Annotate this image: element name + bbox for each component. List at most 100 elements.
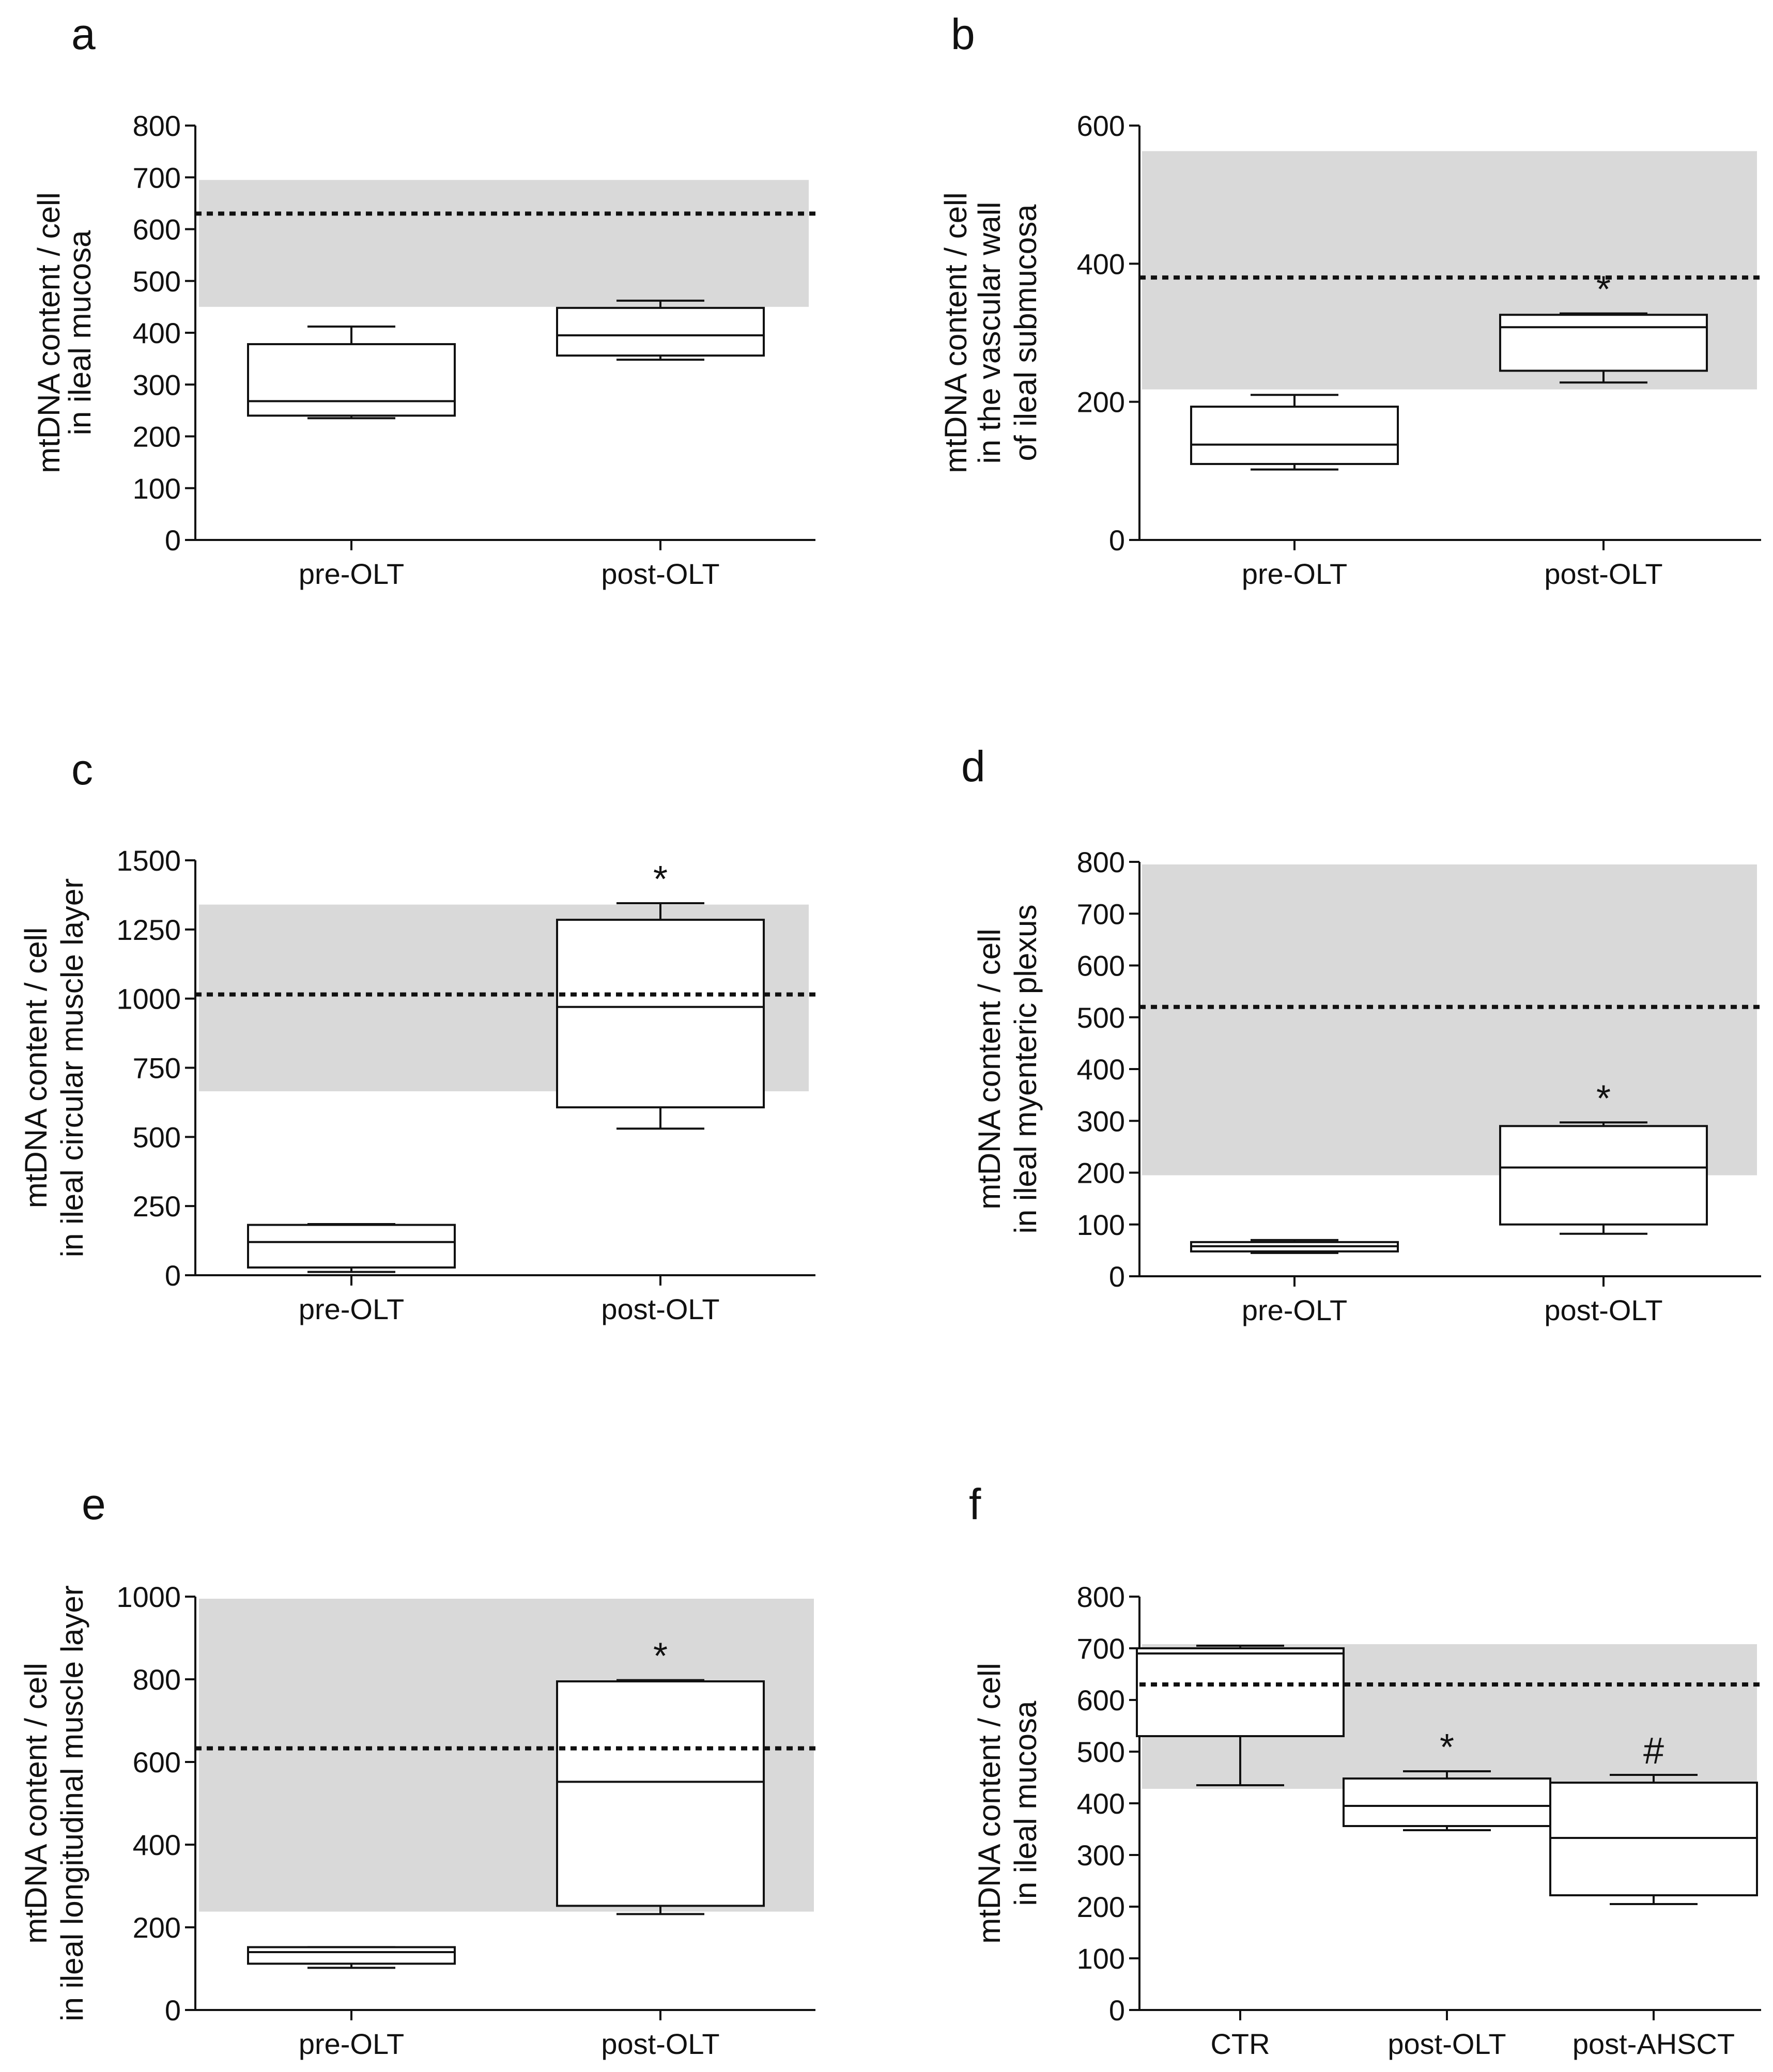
box-pre-OLT: [247, 1946, 456, 1969]
y-tick-label: 200: [133, 1911, 181, 1944]
y-tick-label: 1250: [116, 914, 181, 946]
panel-c: 0 250 500 750 1000 1250 1500 pre-OLT * post-OLT c m…: [19, 745, 819, 1325]
y-tick-label: 0: [1109, 1994, 1125, 2027]
box-CTR: [1136, 1645, 1345, 1786]
x-category-label: pre-OLT: [1242, 558, 1347, 590]
box-post-AHSCT: #: [1549, 1730, 1758, 1905]
x-category-label: post-OLT: [1387, 2028, 1506, 2060]
y-tick-label: 0: [165, 524, 181, 556]
box-iqr: [1190, 406, 1399, 465]
y-tick-label: 700: [1077, 1632, 1125, 1665]
y-tick-label: 200: [1077, 1891, 1125, 1923]
y-tick-label: 400: [1077, 248, 1125, 280]
y-tick-label: 500: [133, 265, 181, 298]
y-axis-label: in ileal mucosa: [1008, 1700, 1043, 1906]
box-post-OLT: *: [1499, 269, 1708, 384]
box-iqr: [247, 1946, 456, 1965]
y-axis-label: mtDNA content / cell: [972, 929, 1007, 1210]
x-category-label: pre-OLT: [299, 2028, 404, 2060]
y-tick-label: 0: [165, 1994, 181, 2027]
y-tick-label: 300: [133, 368, 181, 401]
reference-range-band: [1142, 864, 1757, 1176]
y-tick-label: 500: [1077, 1001, 1125, 1034]
panel-letter: d: [961, 742, 985, 791]
panel-e: 0 200 400 600 800 1000 pre-OLT * post-OLT e mtDNA …: [19, 1480, 819, 2060]
y-tick-label: 400: [1077, 1787, 1125, 1820]
y-tick-label: 300: [1077, 1839, 1125, 1872]
y-tick-label: 300: [1077, 1105, 1125, 1137]
panel-letter: c: [71, 745, 93, 794]
x-category-label: post-AHSCT: [1572, 2028, 1735, 2060]
y-axis-label: mtDNA content / cell: [972, 1663, 1007, 1944]
box-post-OLT: *: [1343, 1727, 1551, 1831]
y-axis-label: in ileal mucosa: [63, 230, 97, 435]
panel-b: 0 200 400 600 pre-OLT * post-OLT b mtDNA content…: [938, 10, 1763, 590]
x-category-label: CTR: [1210, 2028, 1270, 2060]
x-category-label: pre-OLT: [299, 558, 404, 590]
y-axis-label: mtDNA content / cell: [32, 192, 66, 473]
y-axis-label: in ileal myenteric plexus: [1008, 905, 1043, 1234]
significance-marker: #: [1643, 1730, 1664, 1772]
x-category-label: post-OLT: [601, 2028, 719, 2060]
y-tick-label: 100: [1077, 1942, 1125, 1975]
box-iqr: [1499, 1125, 1708, 1226]
y-tick-label: 600: [1077, 110, 1125, 142]
y-tick-label: 400: [133, 317, 181, 349]
y-tick-label: 100: [1077, 1209, 1125, 1241]
y-tick-label: 600: [1077, 950, 1125, 982]
y-axis-label: mtDNA content / cell: [19, 927, 53, 1209]
box-iqr: [1136, 1647, 1345, 1737]
y-tick-label: 200: [1077, 1157, 1125, 1189]
y-tick-label: 0: [165, 1259, 181, 1292]
panel-a: 0 100 200 300 400 500 600 700 800 pre-OLT post-OLT…: [32, 10, 819, 590]
box-iqr: [556, 306, 765, 357]
x-category-label: post-OLT: [601, 1293, 719, 1325]
y-axis-label: in ileal longitudinal muscle layer: [55, 1585, 89, 2021]
y-axis-label: mtDNA content / cell: [938, 192, 973, 473]
y-axis-label: in ileal circular muscle layer: [55, 878, 89, 1258]
y-tick-label: 700: [1077, 898, 1125, 930]
y-tick-label: 200: [1077, 386, 1125, 419]
x-category-label: pre-OLT: [299, 1293, 404, 1325]
y-axis-label: of ileal submucosa: [1008, 204, 1043, 461]
panel-letter: f: [969, 1480, 981, 1528]
box-pre-OLT: [1190, 1239, 1399, 1254]
y-tick-label: 600: [1077, 1684, 1125, 1717]
y-tick-label: 200: [133, 421, 181, 453]
y-tick-label: 600: [133, 213, 181, 246]
panel-letter: e: [82, 1480, 106, 1528]
y-tick-label: 1000: [116, 983, 181, 1015]
panel-letter: a: [71, 10, 96, 58]
box-iqr: [1499, 314, 1708, 372]
significance-marker: *: [1440, 1727, 1454, 1768]
y-tick-label: 0: [1109, 524, 1125, 556]
y-tick-label: 400: [1077, 1053, 1125, 1086]
y-axis-label: in the vascular wall: [972, 202, 1007, 464]
box-iqr: [556, 1680, 765, 1907]
significance-marker: *: [653, 859, 668, 900]
box-post-OLT: *: [1499, 1078, 1708, 1235]
y-axis-label: mtDNA content / cell: [19, 1663, 53, 1944]
y-tick-label: 500: [1077, 1736, 1125, 1768]
box-pre-OLT: [247, 1223, 456, 1273]
y-tick-label: 800: [133, 1663, 181, 1696]
y-tick-label: 600: [133, 1746, 181, 1779]
box-pre-OLT: [247, 325, 456, 420]
y-tick-label: 250: [133, 1190, 181, 1223]
y-tick-label: 0: [1109, 1260, 1125, 1293]
y-tick-label: 1000: [116, 1581, 181, 1613]
x-category-label: post-OLT: [1544, 558, 1662, 590]
y-tick-label: 1500: [116, 844, 181, 877]
reference-range-band: [199, 180, 809, 307]
y-tick-label: 100: [133, 472, 181, 505]
box-post-OLT: [556, 299, 765, 361]
box-iqr: [556, 919, 765, 1109]
panel-letter: b: [951, 10, 975, 58]
x-category-label: post-OLT: [601, 558, 719, 590]
box-pre-OLT: [1190, 394, 1399, 471]
y-tick-label: 700: [133, 161, 181, 194]
x-category-label: pre-OLT: [1242, 1294, 1347, 1326]
box-iqr: [247, 343, 456, 417]
y-tick-label: 800: [1077, 1581, 1125, 1613]
x-category-label: post-OLT: [1544, 1294, 1662, 1326]
